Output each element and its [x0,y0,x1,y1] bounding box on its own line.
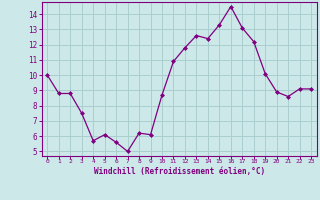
X-axis label: Windchill (Refroidissement éolien,°C): Windchill (Refroidissement éolien,°C) [94,167,265,176]
